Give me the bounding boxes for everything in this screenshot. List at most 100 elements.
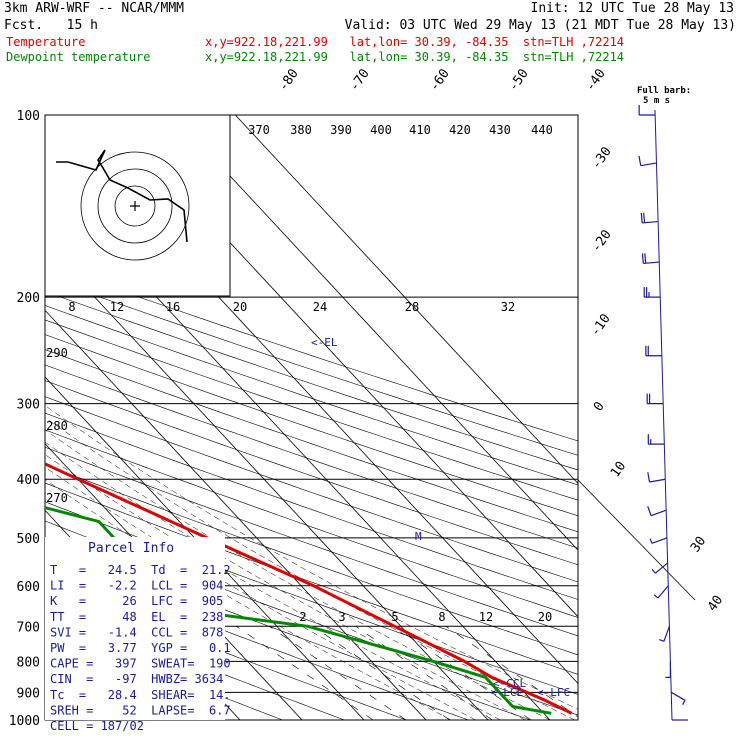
dry-adiabat (45, 429, 578, 618)
dry-adiabat (45, 412, 578, 600)
dry-adiabat (45, 319, 578, 501)
parcel-info-box: Parcel Info T = 24.5 Td = 21.2 LI = -2.2 … (45, 537, 231, 733)
parcel-row: CELL = 187/02 (50, 719, 144, 733)
wind-barb (646, 393, 664, 405)
mixing-ratio-label: 24 (313, 300, 327, 314)
theta-label: 430 (489, 123, 511, 137)
dry-adiabat (45, 446, 578, 637)
wind-barb (653, 585, 669, 599)
wind-barb (643, 287, 661, 298)
dewpoint-profile (45, 506, 552, 715)
pressure-label: 300 (17, 398, 40, 413)
mixing-ratio-bottom-label: 3 (338, 610, 345, 624)
parcel-row: PW = 3.77 YGP = 0.1 (50, 641, 231, 655)
isotherm-line (0, 56, 4, 732)
mixing-ratio-label: 12 (110, 300, 124, 314)
temperature-legend-info: x,y=922.18,221.99 lat,lon= 30.39, -84.35… (205, 35, 625, 49)
ccl-marker: <-CCL (493, 677, 526, 690)
parcel-title: Parcel Info (88, 541, 174, 556)
wind-barb-staff (651, 537, 668, 544)
wind-barb (645, 345, 662, 357)
pressure-label: 200 (17, 291, 40, 306)
init-time: Init: 12 UTC Tue 28 May 13 (530, 1, 735, 16)
isotherm-label: -50 (506, 66, 532, 94)
el-marker: <-EL (311, 336, 338, 349)
wind-barb (640, 212, 659, 224)
wind-barb-staff (643, 261, 660, 265)
wind-barb-flag (647, 506, 652, 516)
dry-adiabat (45, 305, 578, 486)
theta-label: 420 (449, 123, 471, 137)
wind-barb-flag (641, 253, 644, 264)
pressure-label: 900 (17, 686, 40, 701)
dry-adiabat (45, 603, 346, 720)
parcel-row: K = 26 LFC = 905 (50, 594, 223, 608)
series-layer (45, 462, 573, 715)
full-barb-unit: 5 m s (643, 96, 670, 106)
dry-adiabat (45, 349, 578, 533)
pressure-label: 800 (17, 655, 40, 670)
wind-barb-staff (640, 162, 657, 167)
dry-adiabat (45, 501, 578, 695)
parcel-row: CIN = -97 HWBZ= 3634 (50, 672, 223, 686)
isotherm-label: -20 (589, 227, 615, 255)
frame-corner-line (577, 479, 696, 601)
hodograph-center (130, 201, 140, 211)
plot-frame (44, 114, 579, 721)
moist-adiabat (45, 429, 551, 720)
model-title: 3km ARW-WRF -- NCAR/MMM (4, 1, 185, 16)
isotherm-line (45, 243, 489, 720)
temperature-legend-label: Temperature (6, 35, 86, 49)
lcl-marker: <-LCL (490, 686, 523, 699)
mixing-ratio-bottom-label: 8 (438, 610, 445, 624)
wind-barb-staff (663, 626, 670, 642)
parcel-row: SVI = -1.4 CCL = 878 (50, 625, 223, 639)
isotherm-label: -10 (588, 311, 614, 339)
hodograph-trace (56, 149, 188, 243)
dewpoint-legend-label: Dewpoint temperature (6, 50, 151, 64)
theta-label: 370 (248, 123, 270, 137)
isotherm-label: -40 (583, 66, 609, 94)
wind-barb-staff (654, 562, 669, 574)
isotherm-label: 0 (591, 399, 608, 414)
moist-adiabat (45, 405, 578, 710)
wind-barb (638, 155, 657, 167)
theta-label: 400 (370, 123, 392, 137)
theta-left-label: 280 (46, 419, 68, 433)
forecast-hour: Fcst. 15 h (4, 18, 98, 33)
wind-barb (659, 626, 670, 642)
isotherm-line (45, 176, 551, 720)
mixing-ratio-bottom-label: 12 (479, 610, 493, 624)
wind-barb-staff (650, 509, 667, 517)
isotherm-label: 30 (688, 534, 709, 555)
parcel-row: TT = 48 EL = 238 (50, 610, 223, 624)
hodograph-ring (114, 185, 156, 227)
wind-barb-flag (644, 253, 647, 264)
hodograph-frame (44, 114, 231, 297)
dry-adiabat (45, 263, 578, 442)
wind-barb-staff (670, 691, 686, 701)
wind-barb-flag (651, 568, 656, 574)
wind-barb (641, 253, 660, 265)
parcel-row: Tc = 28.4 SHEAR= 14. (50, 688, 231, 702)
wind-barb (665, 661, 671, 678)
dry-adiabat (45, 277, 578, 456)
isotherm-label: -80 (276, 66, 302, 94)
wind-barb-flag (649, 538, 653, 544)
temperature-profile (45, 462, 573, 715)
wind-barb (647, 434, 665, 445)
parcel-row: SREH = 52 LAPSE= 6.7 (50, 703, 231, 717)
theta-label: 380 (290, 123, 312, 137)
theta-label: 410 (409, 123, 431, 137)
pressure-label: 100 (17, 109, 40, 124)
mixing-ratio-label: 16 (166, 300, 180, 314)
pressure-label: 600 (17, 580, 40, 595)
wind-barb-flag (653, 594, 659, 599)
isotherm-label: 40 (705, 593, 726, 614)
wind-barb-staff (657, 585, 669, 599)
full-barb-label: Full barb: (637, 86, 691, 96)
theta-label: 440 (531, 123, 553, 137)
hodograph-ring (80, 151, 190, 261)
